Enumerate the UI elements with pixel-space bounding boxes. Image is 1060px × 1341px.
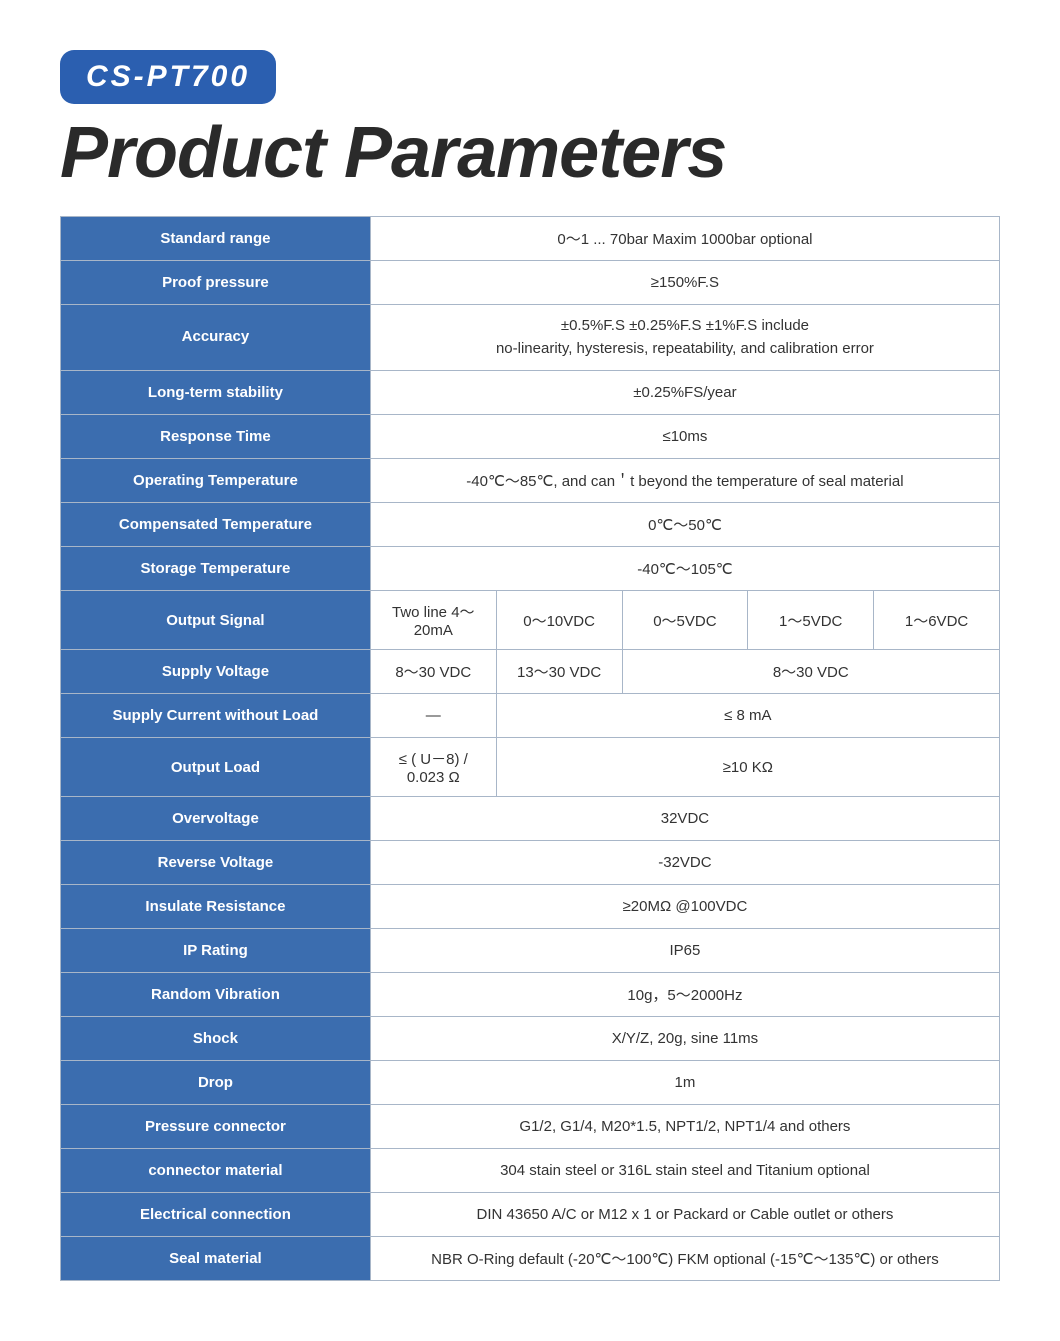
row-value: -40℃～85℃, and can＇t beyond the temperatu… [370,459,999,503]
row-label: Pressure connector [61,1105,371,1149]
row-value: ≤ ( U－8) / 0.023 Ω [370,738,496,797]
row-value: 13～30 VDC [496,650,622,694]
row-label: Electrical connection [61,1193,371,1237]
row-label: Supply Current without Load [61,694,371,738]
row-value: ≤10ms [370,415,999,459]
row-value: ≥150%F.S [370,261,999,305]
row-value: ≥20MΩ @100VDC [370,885,999,929]
row-label: Insulate Resistance [61,885,371,929]
row-value: IP65 [370,929,999,973]
row-value: -40℃～105℃ [370,547,999,591]
row-value: 8～30 VDC [370,650,496,694]
accuracy-line1: ±0.5%F.S ±0.25%F.S ±1%F.S include [561,317,809,334]
row-label: Proof pressure [61,261,371,305]
row-value: Two line 4～20mA [370,591,496,650]
row-label: Response Time [61,415,371,459]
row-value: G1/2, G1/4, M20*1.5, NPT1/2, NPT1/4 and … [370,1105,999,1149]
row-value: -32VDC [370,841,999,885]
row-value: ≤ 8 mA [496,694,999,738]
row-value: DIN 43650 A/C or M12 x 1 or Packard or C… [370,1193,999,1237]
row-value: — [370,694,496,738]
row-value: 10g，5～2000Hz [370,973,999,1017]
row-value: 304 stain steel or 316L stain steel and … [370,1149,999,1193]
row-value: 1～5VDC [748,591,874,650]
row-label: Long-term stability [61,371,371,415]
row-label: Random Vibration [61,973,371,1017]
row-label: connector material [61,1149,371,1193]
row-value: NBR O-Ring default (-20℃～100℃) FKM optio… [370,1237,999,1281]
row-label: Storage Temperature [61,547,371,591]
row-label: Output Load [61,738,371,797]
row-label: Supply Voltage [61,650,371,694]
row-label: Drop [61,1061,371,1105]
row-label: Seal material [61,1237,371,1281]
accuracy-line2: no-linearity, hysteresis, repeatability,… [496,340,874,357]
row-value: 0℃～50℃ [370,503,999,547]
row-label: Compensated Temperature [61,503,371,547]
row-label: Reverse Voltage [61,841,371,885]
parameters-table: Standard range 0～1 ... 70bar Maxim 1000b… [60,216,1000,1281]
row-label: Standard range [61,217,371,261]
row-label: Accuracy [61,305,371,371]
row-value: 32VDC [370,797,999,841]
row-value: 8～30 VDC [622,650,1000,694]
row-value: 0～1 ... 70bar Maxim 1000bar optional [370,217,999,261]
row-value: ±0.5%F.S ±0.25%F.S ±1%F.S include no-lin… [370,305,999,371]
row-label: IP Rating [61,929,371,973]
row-label: Output Signal [61,591,371,650]
row-label: Operating Temperature [61,459,371,503]
product-badge: CS-PT700 [60,50,276,104]
row-value: 1m [370,1061,999,1105]
row-value: X/Y/Z, 20g, sine 11ms [370,1017,999,1061]
page-title: Product Parameters [60,112,1000,194]
row-label: Overvoltage [61,797,371,841]
row-value: 1～6VDC [874,591,1000,650]
row-value: ≥10 KΩ [496,738,999,797]
row-value: 0～5VDC [622,591,748,650]
row-label: Shock [61,1017,371,1061]
row-value: ±0.25%FS/year [370,371,999,415]
row-value: 0～10VDC [496,591,622,650]
